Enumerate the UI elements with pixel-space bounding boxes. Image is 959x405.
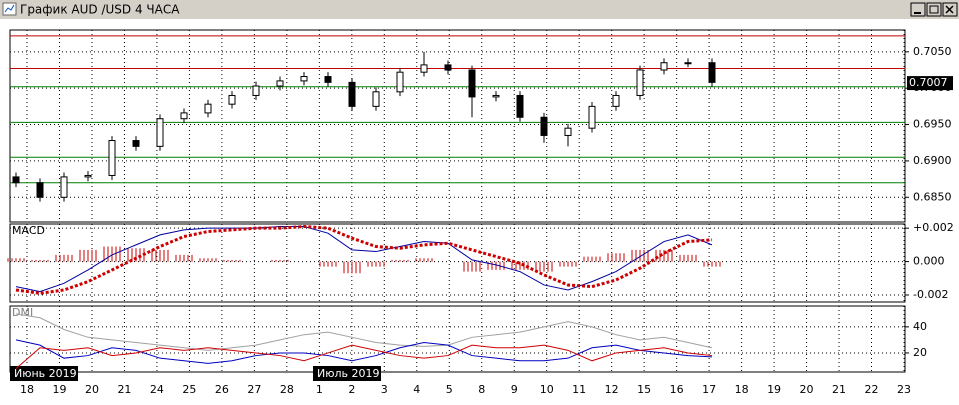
- y-tick-label: -0.002: [913, 288, 948, 301]
- candle-body: [276, 80, 284, 87]
- macd-label: MACD: [12, 224, 45, 237]
- x-tick-label: 18: [735, 383, 749, 396]
- candle-body: [132, 140, 140, 147]
- series-line: [15, 313, 713, 351]
- candle-body: [468, 69, 476, 98]
- x-tick-label: 28: [280, 383, 294, 396]
- candle-body: [612, 94, 620, 107]
- dmi-pane: [9, 305, 906, 373]
- window-buttons[interactable]: [910, 2, 958, 17]
- candle-body: [12, 176, 20, 184]
- x-tick-label: 27: [247, 383, 261, 396]
- candle-body: [228, 94, 236, 105]
- candle-body: [564, 127, 572, 136]
- candle-body: [60, 176, 68, 198]
- x-tick-label: 11: [572, 383, 586, 396]
- x-tick-label: 2: [348, 383, 355, 396]
- minimize-button[interactable]: [910, 2, 926, 17]
- candle-body: [36, 182, 44, 198]
- x-tick-label: 20: [85, 383, 99, 396]
- last-price-label: 0.7007: [909, 76, 948, 89]
- candle-body: [108, 140, 116, 176]
- candle-body: [636, 69, 644, 96]
- month-label-box: [313, 366, 381, 381]
- x-tick-label: 25: [182, 383, 196, 396]
- candle-body: [444, 64, 452, 71]
- candle-body: [84, 174, 92, 178]
- dmi-label: DMI: [12, 306, 33, 319]
- candle-body: [204, 103, 212, 114]
- candle-body: [420, 64, 428, 73]
- macd-pane: [9, 223, 906, 303]
- candle-body: [180, 112, 188, 120]
- last-price-box: [907, 76, 953, 91]
- candle-body: [156, 118, 164, 147]
- candle-body: [372, 91, 380, 107]
- window-icon-line: [4, 4, 15, 13]
- window-title: График AUD /USD 4 ЧАСА: [20, 3, 180, 17]
- close-icon: [945, 5, 954, 14]
- x-tick-label: 23: [897, 383, 911, 396]
- x-tick-label: 24: [150, 383, 164, 396]
- x-tick-label: 18: [20, 383, 34, 396]
- candle-body: [708, 62, 716, 83]
- x-tick-label: 21: [117, 383, 131, 396]
- candle-body: [252, 85, 260, 96]
- x-tick-label: 8: [478, 383, 485, 396]
- y-tick-label: 0.6850: [913, 190, 952, 203]
- candle-body: [588, 105, 596, 129]
- x-tick-label: 9: [511, 383, 518, 396]
- price-pane: [9, 29, 906, 223]
- candle-body: [684, 62, 692, 65]
- series-line: [15, 344, 713, 369]
- x-tick-label: 4: [413, 383, 420, 396]
- maximize-button[interactable]: [926, 2, 942, 17]
- y-tick-label: 40: [913, 320, 927, 333]
- x-tick-label: 12: [605, 383, 619, 396]
- y-tick-label: 20: [913, 346, 927, 359]
- y-tick-label: 0.000: [913, 255, 945, 268]
- x-tick-label: 3: [381, 383, 388, 396]
- series-line: [15, 339, 713, 364]
- month-label: Июль 2019: [317, 367, 380, 380]
- x-tick-label: 20: [800, 383, 814, 396]
- y-tick-label: 0.6950: [913, 118, 952, 131]
- x-tick-label: 19: [52, 383, 66, 396]
- candle-body: [516, 94, 524, 118]
- title-bar: [0, 0, 959, 19]
- candle-body: [324, 76, 332, 83]
- y-tick-label: +0.002: [913, 221, 954, 234]
- month-label: Июнь 2019: [14, 367, 77, 380]
- x-tick-label: 16: [670, 383, 684, 396]
- candle-body: [540, 116, 548, 136]
- candle-body: [348, 81, 356, 107]
- x-tick-label: 26: [215, 383, 229, 396]
- x-tick-label: 21: [832, 383, 846, 396]
- x-tick-label: 17: [702, 383, 716, 396]
- series-line: [15, 226, 713, 293]
- x-tick-label: 1: [316, 383, 323, 396]
- x-tick-label: 19: [767, 383, 781, 396]
- y-tick-label: 0.6900: [913, 154, 952, 167]
- candle-body: [396, 71, 404, 93]
- candle-body: [492, 94, 500, 98]
- month-label-box: [10, 366, 78, 381]
- x-tick-label: 22: [865, 383, 879, 396]
- candle-body: [660, 62, 668, 71]
- maximize-icon: [929, 5, 939, 14]
- x-tick-label: 15: [637, 383, 651, 396]
- series-line: [15, 225, 713, 295]
- candle-body: [300, 76, 308, 82]
- y-tick-label: 0.7050: [913, 45, 952, 58]
- x-tick-label: 10: [540, 383, 554, 396]
- x-tick-label: 5: [446, 383, 453, 396]
